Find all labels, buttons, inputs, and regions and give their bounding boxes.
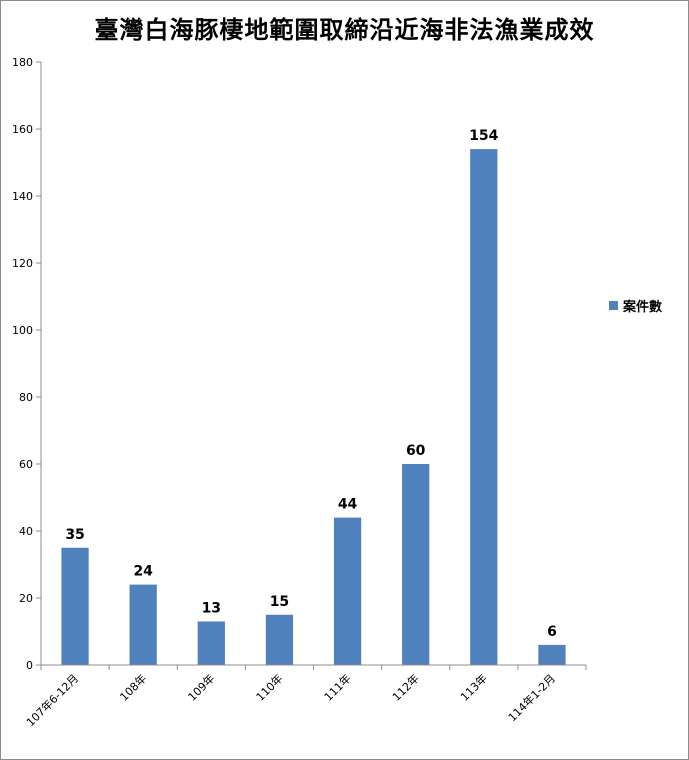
x-tick-label: 110年	[253, 671, 286, 704]
y-tick-label: 180	[12, 56, 33, 69]
x-tick-label: 108年	[117, 671, 150, 704]
bar-value-label: 154	[469, 128, 498, 144]
legend-label: 案件數	[623, 300, 663, 315]
bar-value-label: 13	[202, 600, 221, 616]
y-tick-label: 0	[26, 659, 33, 672]
x-tick-label: 113年	[457, 671, 490, 704]
bar	[402, 464, 430, 665]
bars	[61, 149, 566, 666]
x-axis-ticks: 107年6-12月 108年 109年 110年 111年 112年 113年 114年1-2…	[23, 665, 587, 729]
axes	[40, 62, 586, 666]
y-tick-label: 40	[19, 525, 33, 538]
legend-swatch	[609, 301, 618, 310]
chart-title: 臺灣白海豚棲地範圍取締沿近海非法漁業成效	[94, 15, 595, 44]
bar-value-label: 15	[270, 594, 289, 610]
bar	[470, 149, 498, 666]
y-tick-label: 20	[19, 592, 33, 605]
y-tick-label: 140	[12, 190, 33, 203]
y-tick-label: 160	[12, 123, 33, 136]
x-tick-label: 114年1-2月	[505, 671, 558, 724]
x-tick-label: 112年	[389, 671, 422, 704]
y-tick-label: 100	[12, 324, 33, 337]
bar	[197, 621, 225, 665]
bar	[61, 547, 89, 665]
bar-value-label: 60	[406, 443, 426, 459]
bar	[538, 644, 566, 665]
bar	[129, 584, 157, 665]
data-labels: 35 24 13 15 44 60 154 6	[65, 128, 556, 640]
bar	[265, 614, 294, 665]
y-tick-label: 60	[19, 458, 33, 471]
legend: 案件數	[609, 296, 662, 315]
bar-value-label: 6	[547, 624, 557, 640]
x-tick-label: 107年6-12月	[23, 671, 81, 729]
bar	[333, 517, 362, 665]
x-tick-label: 109年	[185, 671, 218, 704]
x-tick-label: 111年	[321, 671, 354, 704]
y-tick-label: 80	[19, 391, 33, 404]
y-axis-ticks: 0 20 40 60 80 100 120 140 160 180	[12, 56, 41, 672]
bar-value-label: 35	[65, 527, 84, 543]
bar-value-label: 44	[338, 497, 358, 513]
y-tick-label: 120	[12, 257, 33, 270]
bar-value-label: 24	[133, 564, 153, 580]
